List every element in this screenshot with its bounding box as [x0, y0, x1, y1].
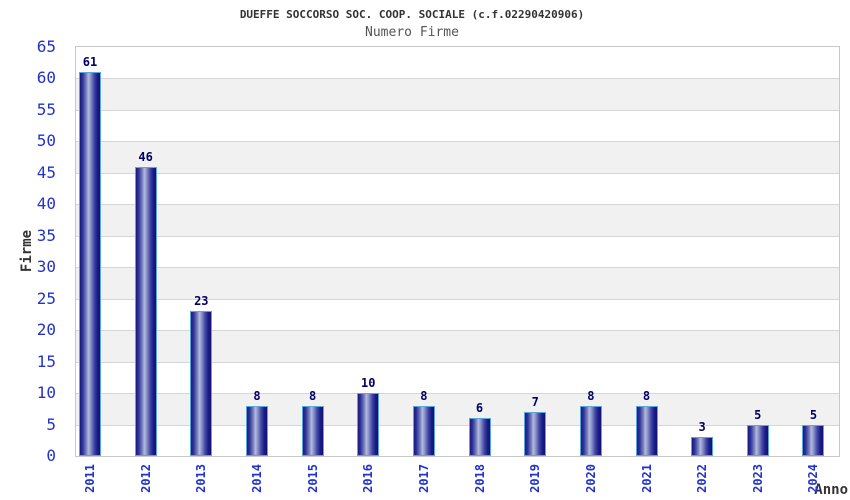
- grid-band: [76, 141, 839, 173]
- grid-band: [76, 204, 839, 236]
- bar-value-label: 3: [698, 420, 706, 435]
- y-tick-label: 25: [36, 288, 56, 308]
- y-tick-label: 35: [36, 225, 56, 245]
- bar-value-label: 6: [475, 401, 484, 416]
- x-tick-label: 2019: [528, 464, 543, 493]
- bar-value-label: 7: [531, 394, 539, 409]
- bar: [79, 72, 101, 456]
- x-tick-label: 2024: [806, 464, 821, 493]
- bar-value-label: 10: [361, 376, 376, 391]
- x-tick-label: 2017: [416, 464, 431, 493]
- bar-value-label: 8: [587, 388, 595, 403]
- y-tick-label: 20: [36, 320, 56, 340]
- x-tick-label: 2020: [583, 464, 598, 493]
- bar: [301, 405, 324, 456]
- x-tick-label: 2015: [305, 464, 320, 493]
- y-tick-label: 30: [36, 257, 56, 277]
- y-tick-label: 65: [36, 37, 56, 56]
- x-tick-label: 2022: [695, 464, 710, 493]
- x-tick-label: 2023: [750, 464, 765, 493]
- bar: [190, 311, 213, 456]
- chart-subtitle: Numero Firme: [365, 25, 459, 40]
- x-tick-label: 2012: [138, 464, 153, 493]
- gridline: [76, 141, 839, 143]
- gridline: [76, 204, 839, 206]
- gridline: [76, 267, 839, 269]
- bar: [468, 418, 491, 456]
- y-tick-label: 40: [36, 194, 56, 214]
- gridline: [76, 78, 839, 80]
- bar-value-label: 8: [253, 388, 261, 403]
- grid-band: [76, 78, 839, 110]
- gridline: [76, 393, 839, 395]
- bar-value-label: 8: [642, 388, 651, 403]
- bar-value-label: 61: [82, 55, 98, 70]
- bar-value-label: 46: [138, 149, 153, 164]
- x-tick-label: 2014: [249, 464, 264, 493]
- gridline: [76, 361, 839, 363]
- bar: [357, 393, 380, 456]
- bar: [245, 405, 268, 456]
- bar: [579, 405, 602, 456]
- bar-value-label: 23: [194, 294, 209, 309]
- gridline: [76, 109, 839, 111]
- gridline: [76, 330, 839, 332]
- bar: [746, 424, 769, 456]
- gridline: [76, 235, 839, 237]
- y-tick-label: 60: [36, 68, 56, 88]
- bar: [635, 405, 658, 456]
- chart-title: DUEFFE SOCCORSO SOC. COOP. SOCIALE (c.f.…: [239, 8, 585, 21]
- x-tick-label: 2013: [194, 464, 209, 493]
- bar: [691, 437, 714, 456]
- x-tick-label: 2011: [83, 464, 97, 493]
- bar-value-label: 8: [308, 388, 317, 403]
- gridline: [76, 172, 839, 174]
- gridline: [76, 298, 839, 300]
- x-tick-label: 2016: [361, 464, 376, 493]
- y-tick-label: 45: [36, 162, 56, 182]
- x-tick-label: 2018: [472, 464, 487, 493]
- y-tick-label: 0: [46, 446, 56, 465]
- bar: [412, 405, 435, 456]
- bar: [524, 411, 547, 456]
- y-tick-label: 5: [46, 414, 56, 434]
- bar-value-label: 5: [754, 407, 762, 422]
- y-tick-label: 55: [36, 99, 56, 119]
- y-tick-label: 50: [36, 131, 56, 151]
- x-tick-label: 2021: [639, 464, 654, 493]
- bar: [134, 166, 157, 456]
- y-tick-label: 10: [36, 383, 56, 403]
- bar-value-label: 5: [809, 407, 818, 422]
- bar-value-label: 8: [420, 388, 428, 403]
- gridline: [76, 424, 839, 426]
- grid-band: [76, 267, 839, 299]
- bar: [802, 424, 825, 456]
- x-axis-title: Anno: [814, 482, 848, 498]
- y-tick-label: 15: [36, 351, 56, 371]
